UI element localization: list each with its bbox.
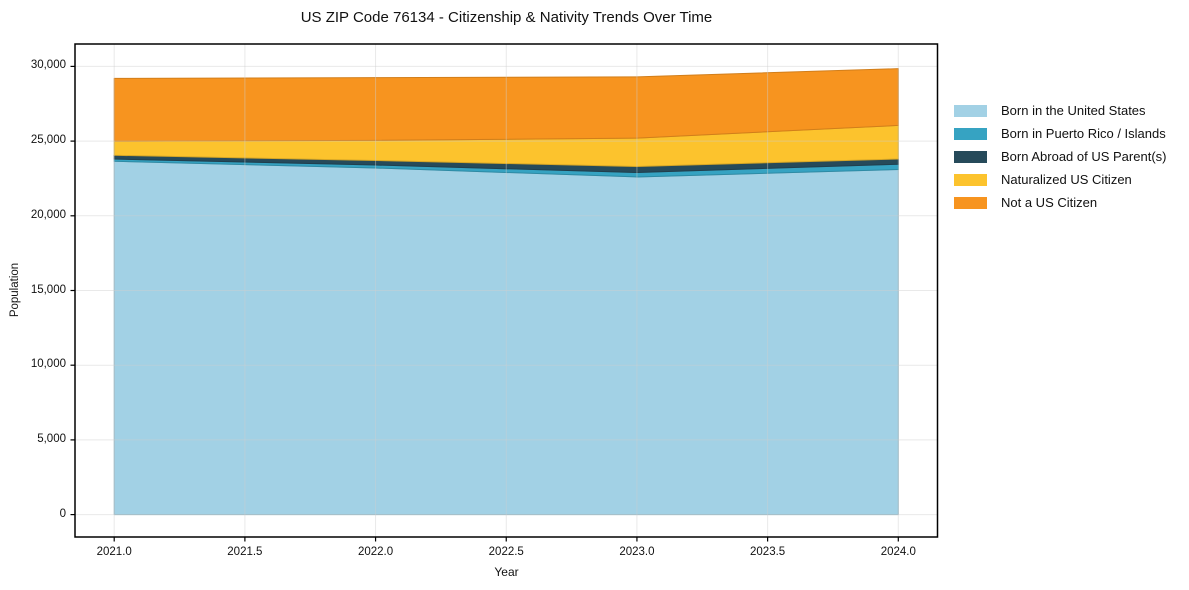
legend-label: Not a US Citizen — [1001, 195, 1098, 210]
legend-item: Born in Puerto Rico / Islands — [954, 125, 1166, 142]
x-tick-label: 2023.5 — [750, 546, 786, 558]
legend-swatch-icon — [954, 150, 987, 163]
x-axis-ticks: 2021.0 2021.5 2022.0 2022.5 2023.0 2023.5 2024… — [0, 546, 1189, 562]
x-tick-label: 2021.5 — [227, 546, 263, 558]
y-tick-label: 15,000 — [30, 283, 66, 296]
y-tick-label: 25,000 — [30, 134, 66, 147]
legend-label: Born in the United States — [1001, 103, 1146, 118]
legend-label: Born in Puerto Rico / Islands — [1001, 126, 1166, 141]
y-tick-label: 30,000 — [30, 59, 66, 72]
legend-item: Born Abroad of US Parent(s) — [954, 148, 1166, 165]
legend-swatch-icon — [954, 104, 987, 117]
legend-item: Born in the United States — [954, 102, 1166, 119]
x-tick-label: 2021.0 — [96, 546, 132, 558]
y-tick-label: 0 — [59, 507, 66, 520]
legend-item: Not a US Citizen — [954, 194, 1166, 211]
legend-item: Naturalized US Citizen — [954, 171, 1166, 188]
legend-swatch-icon — [954, 196, 987, 209]
x-tick-label: 2023.0 — [619, 546, 655, 558]
legend-label: Naturalized US Citizen — [1001, 172, 1132, 187]
legend-swatch-icon — [954, 173, 987, 186]
legend-label: Born Abroad of US Parent(s) — [1001, 149, 1167, 164]
y-axis-ticks: 0 5,000 10,000 15,000 20,000 25,000 30,000 — [0, 0, 66, 590]
x-tick-label: 2024.0 — [880, 546, 916, 558]
legend: Born in the United States Born in Puerto … — [954, 102, 1166, 217]
x-tick-label: 2022.5 — [488, 546, 524, 558]
x-tick-label: 2022.0 — [357, 546, 394, 558]
y-tick-label: 20,000 — [30, 208, 66, 221]
x-axis-label: Year — [494, 565, 519, 579]
y-tick-label: 5,000 — [37, 432, 66, 445]
area-series-4 — [113, 68, 899, 142]
chart-title: US ZIP Code 76134 - Citizenship & Nativi… — [300, 9, 713, 26]
legend-swatch-icon — [954, 127, 987, 140]
y-tick-label: 10,000 — [30, 358, 66, 371]
